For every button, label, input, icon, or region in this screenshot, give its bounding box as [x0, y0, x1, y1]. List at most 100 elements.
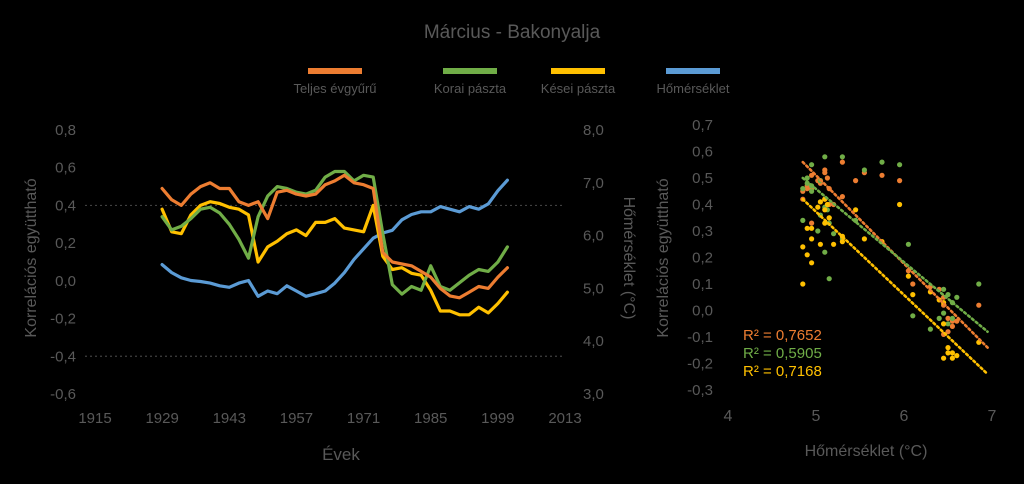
series-line-teljes — [160, 173, 509, 300]
scatter-point-korai — [945, 321, 951, 327]
scatter-y-tick-label: -0,1 — [687, 329, 713, 346]
scatter-y-tick-label: 0,7 — [692, 117, 713, 134]
scatter-point-kesei — [824, 201, 831, 208]
scatter-point-kesei — [800, 244, 806, 250]
scatter-point-kesei — [910, 292, 916, 298]
scatter-point-teljes — [824, 175, 831, 181]
scatter-point-korai — [976, 281, 982, 287]
scatter-point-korai — [800, 217, 806, 223]
legend: Teljes évgyűrű Korai pászta Kései pászta Hő… — [293, 68, 730, 96]
scatter-point-kesei — [809, 260, 815, 266]
x-tick-label: 1971 — [347, 410, 380, 427]
y-tick-label: -0,4 — [50, 348, 76, 365]
scatter-point-teljes — [822, 167, 828, 173]
right-axis-ticks: 3,0 4,0 5,0 6,0 7,0 8,0 — [583, 122, 604, 403]
legend-label-kesei: Kései pászta — [541, 81, 616, 96]
scatter-point-korai — [949, 315, 956, 321]
scatter-point-kesei — [949, 355, 956, 361]
left-axis-ticks: -0,6 -0,4 -0,2 0,0 0,2 0,4 0,6 0,8 — [50, 122, 76, 403]
scatter-y-tick-label: 0,1 — [692, 276, 713, 293]
r2-label-kesei: R² = 0,7168 — [743, 363, 822, 380]
scatter-point-kesei — [897, 201, 903, 208]
line-chart: -0,6 -0,4 -0,2 0,0 0,2 0,4 0,6 0,8 3,0 4,0 5,0 6,0… — [23, 122, 637, 464]
scatter-point-teljes — [809, 220, 815, 226]
scatter-point-korai — [861, 167, 868, 173]
scatter-y-tick-label: 0,4 — [692, 197, 713, 214]
scatter-point-kesei — [905, 273, 912, 279]
scatter-point-korai — [927, 326, 934, 332]
series-line-korai — [160, 169, 509, 296]
scatter-point-korai — [804, 175, 810, 181]
chart-title: Március - Bakonyalja — [424, 22, 601, 43]
x-tick-label: 2013 — [548, 410, 581, 427]
scatter-point-kesei — [853, 207, 859, 213]
scatter-point-korai — [800, 186, 806, 192]
scatter-point-kesei — [945, 350, 951, 356]
scatter-point-teljes — [910, 281, 916, 287]
scatter-point-korai — [897, 162, 903, 168]
x-tick-label: 1957 — [280, 410, 313, 427]
scatter-point-korai — [809, 188, 815, 194]
trend-line-kesei — [801, 197, 989, 376]
scatter-point-korai — [815, 228, 821, 234]
scatter-y-tick-label: 0,5 — [692, 170, 713, 187]
x-tick-label: 1915 — [78, 410, 111, 427]
scatter-point-korai — [910, 313, 916, 319]
y2-tick-label: 6,0 — [583, 228, 604, 245]
scatter-point-korai — [941, 310, 947, 316]
legend-label-homerseklet: Hőmérséklet — [657, 81, 730, 96]
scatter-point-teljes — [839, 194, 846, 200]
scatter-point-teljes — [879, 172, 885, 178]
x-axis-label: Évek — [322, 445, 360, 464]
scatter-y-tick-label: 0,2 — [692, 250, 713, 267]
scatter-point-kesei — [822, 207, 828, 213]
scatter-point-korai — [822, 154, 828, 160]
y2-tick-label: 8,0 — [583, 122, 604, 139]
scatter-chart: -0,3 -0,2 -0,1 0,0 0,1 0,2 0,3 0,4 0,5 0,6 0,7 4 5 6… — [655, 117, 997, 460]
y2-tick-label: 3,0 — [583, 386, 604, 403]
y-tick-label: 0,2 — [55, 235, 76, 252]
scatter-y-tick-label: -0,2 — [687, 356, 713, 373]
line-series — [160, 169, 509, 317]
scatter-point-korai — [945, 292, 951, 298]
r2-label-korai: R² = 0,5905 — [743, 345, 822, 362]
scatter-y-ticks: -0,3 -0,2 -0,1 0,0 0,1 0,2 0,3 0,4 0,5 0,6 0,7 — [687, 117, 713, 399]
scatter-point-teljes — [839, 159, 846, 165]
scatter-y-tick-label: 0,6 — [692, 144, 713, 161]
series-line-homerseklet — [160, 178, 509, 298]
scatter-point-kesei — [817, 241, 824, 247]
scatter-point-kesei — [800, 281, 806, 287]
x-tick-label: 1985 — [414, 410, 447, 427]
scatter-y-axis-label: Korrelációs együttható — [655, 178, 672, 337]
scatter-x-tick-label: 7 — [988, 408, 997, 425]
y-tick-label: 0,8 — [55, 122, 76, 139]
scatter-point-kesei — [945, 345, 951, 351]
scatter-point-korai — [809, 162, 815, 168]
y2-axis-label: Hőmérséklet (°C) — [620, 197, 637, 320]
scatter-point-kesei — [817, 199, 824, 205]
scatter-point-teljes — [897, 178, 903, 184]
scatter-y-tick-label: -0,3 — [687, 382, 713, 399]
scatter-point-kesei — [949, 350, 956, 356]
scatter-point-kesei — [831, 241, 837, 247]
x-tick-label: 1929 — [145, 410, 178, 427]
scatter-point-korai — [839, 154, 846, 160]
scatter-point-kesei — [815, 204, 821, 210]
scatter-point-korai — [831, 231, 837, 237]
scatter-point-teljes — [949, 323, 956, 329]
scatter-x-tick-label: 5 — [812, 408, 821, 425]
scatter-points — [800, 154, 982, 361]
scatter-point-kesei — [809, 236, 815, 242]
scatter-x-tick-label: 4 — [724, 408, 733, 425]
scatter-point-teljes — [804, 186, 810, 192]
y-tick-label: -0,6 — [50, 386, 76, 403]
r2-label-teljes: R² = 0,7652 — [743, 327, 822, 344]
scatter-point-kesei — [826, 215, 832, 221]
legend-label-korai: Korai pászta — [434, 81, 507, 96]
scatter-point-kesei — [941, 321, 947, 327]
scatter-y-tick-label: 0,3 — [692, 223, 713, 240]
scatter-y-tick-label: 0,0 — [692, 303, 713, 320]
